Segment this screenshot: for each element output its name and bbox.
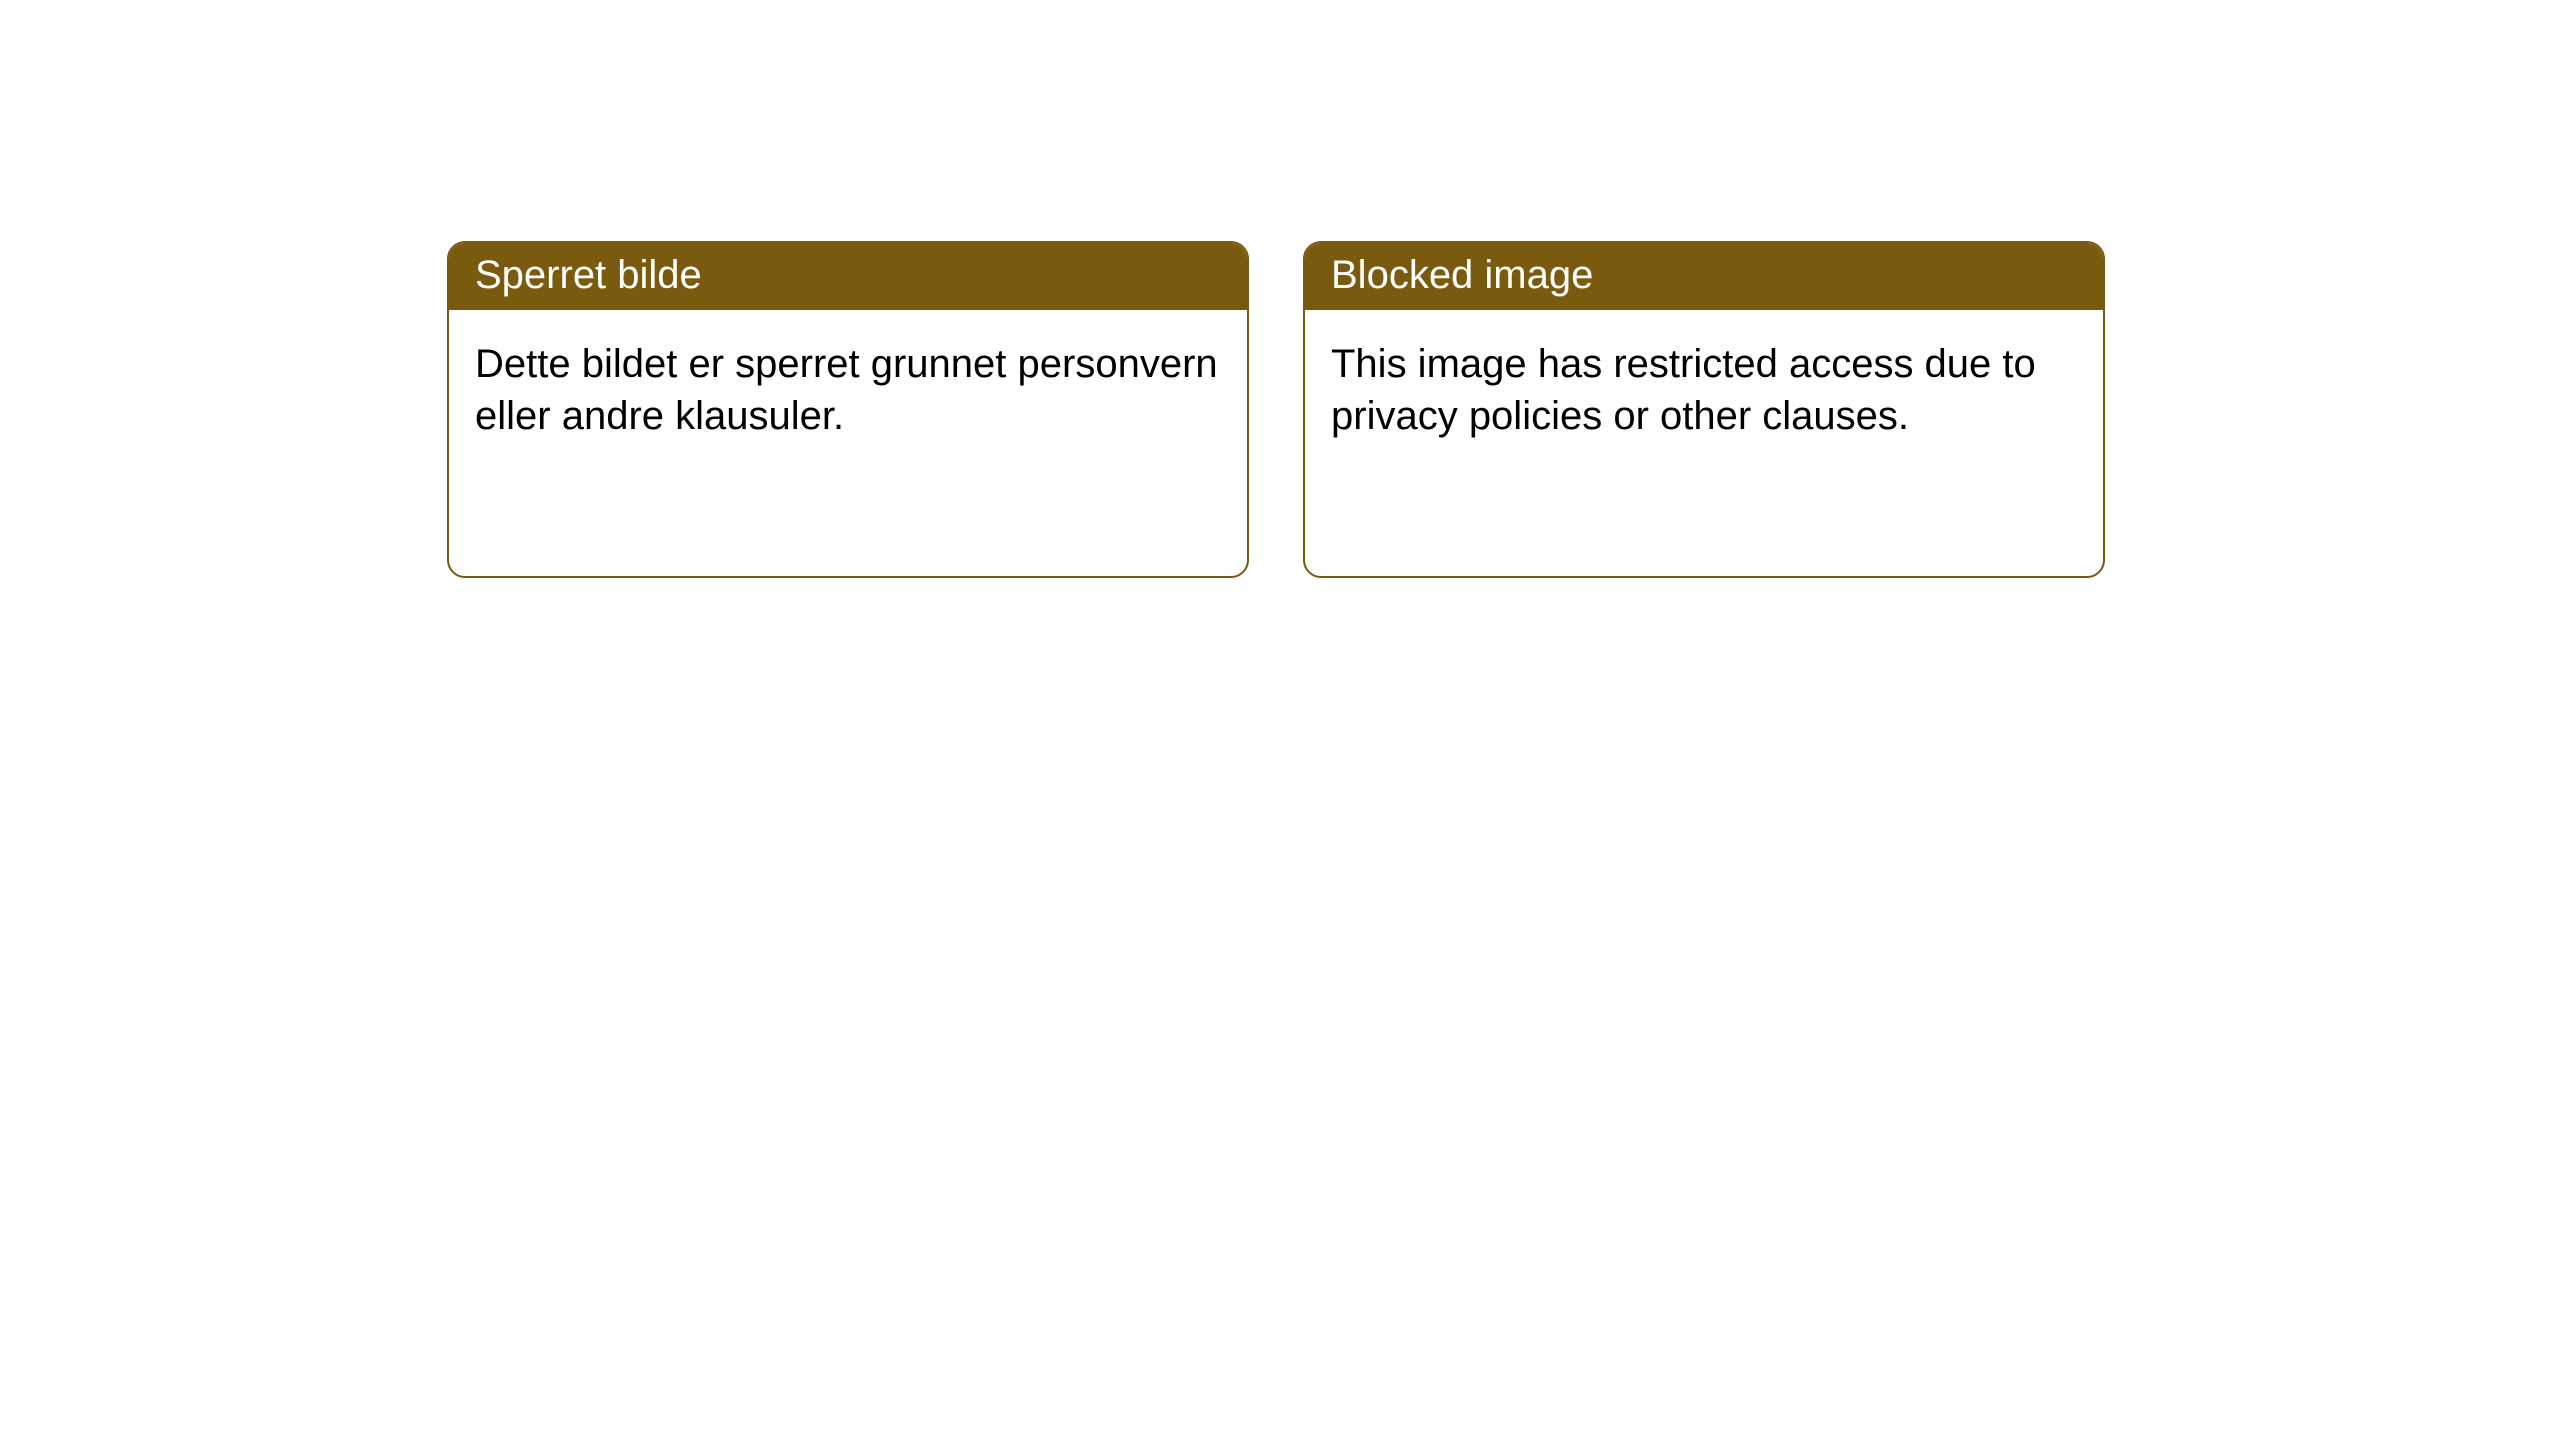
card-title: Blocked image bbox=[1305, 243, 2103, 310]
notice-card-english: Blocked image This image has restricted … bbox=[1303, 241, 2105, 578]
notice-container: Sperret bilde Dette bildet er sperret gr… bbox=[447, 241, 2105, 578]
card-body-text: This image has restricted access due to … bbox=[1305, 310, 2103, 470]
card-title: Sperret bilde bbox=[449, 243, 1247, 310]
notice-card-norwegian: Sperret bilde Dette bildet er sperret gr… bbox=[447, 241, 1249, 578]
card-body-text: Dette bildet er sperret grunnet personve… bbox=[449, 310, 1247, 470]
